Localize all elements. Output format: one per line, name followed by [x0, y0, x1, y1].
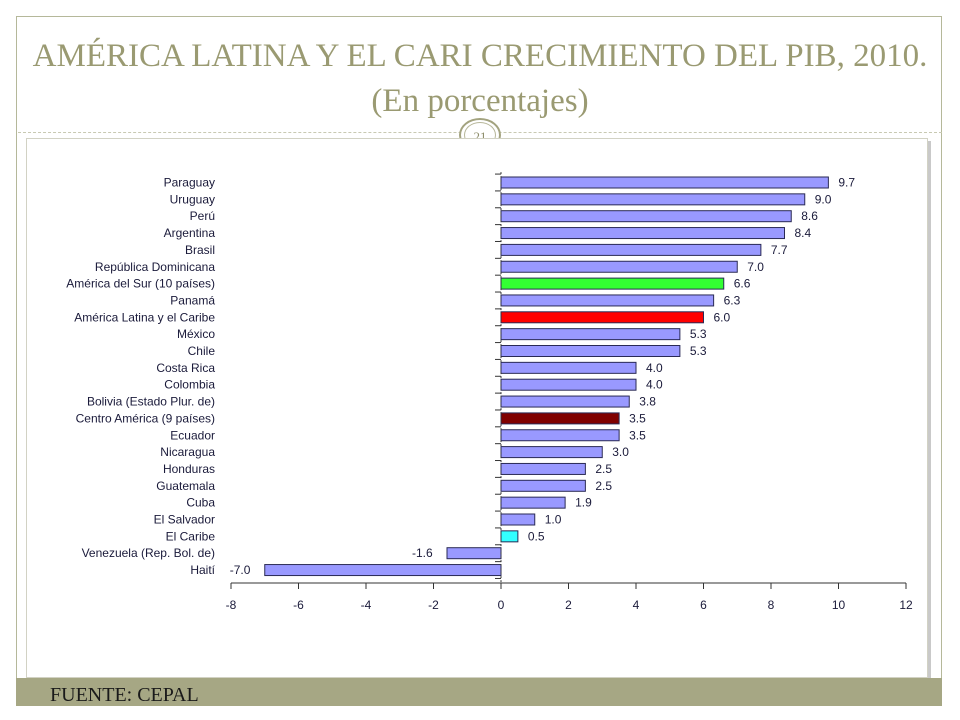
chart-panel: -8 -6 -4 -2 0 2 4 6 8 10 12 Paraguay 9.7 Uruguay 9.0 P…: [26, 138, 928, 678]
bar: [500, 361, 637, 374]
footer-band: [16, 678, 942, 706]
x-tick-label: -8: [226, 598, 237, 612]
category-label: Honduras: [163, 462, 215, 476]
category-label: América Latina y el Caribe: [74, 310, 215, 324]
bar: [500, 227, 785, 240]
category-label: Costa Rica: [156, 361, 215, 375]
bar: [500, 328, 681, 341]
x-tick-label: 8: [768, 598, 775, 612]
value-label: 7.7: [771, 243, 788, 257]
bar: [500, 412, 620, 425]
bar: [500, 243, 762, 256]
source-note: FUENTE: CEPAL: [50, 684, 199, 706]
bar: [500, 210, 792, 223]
value-label: 5.3: [690, 327, 707, 341]
x-tick-label: 12: [899, 598, 913, 612]
x-tick-label: -4: [361, 598, 372, 612]
category-label: América del Sur (10 países): [66, 277, 215, 291]
value-label: 6.3: [724, 293, 741, 307]
x-tick-label: 4: [633, 598, 640, 612]
labels-layer: Paraguay 9.7 Uruguay 9.0 Perú 8.6 Argentina 8.4…: [66, 176, 855, 578]
category-label: Nicaragua: [160, 445, 215, 459]
value-label: 0.5: [528, 529, 545, 543]
value-label: -7.0: [230, 563, 251, 577]
bar: [500, 193, 806, 206]
category-label: El Salvador: [154, 513, 215, 527]
category-label: El Caribe: [166, 529, 216, 543]
x-tick-label: 10: [832, 598, 846, 612]
bar: [500, 294, 715, 307]
value-label: -1.6: [412, 546, 433, 560]
category-label: Guatemala: [156, 479, 215, 493]
bar: [500, 277, 725, 290]
value-label: 9.7: [838, 176, 855, 190]
value-label: 3.5: [629, 411, 646, 425]
value-label: 9.0: [815, 192, 832, 206]
bar: [500, 496, 566, 509]
value-label: 4.0: [646, 378, 663, 392]
bar: [500, 513, 536, 526]
category-label: República Dominicana: [95, 260, 215, 274]
category-label: México: [177, 327, 215, 341]
x-tick-label: 0: [498, 598, 505, 612]
value-label: 6.6: [734, 277, 751, 291]
slide-title: AMÉRICA LATINA Y EL CARI CRECIMIENTO DEL…: [32, 38, 928, 119]
x-tick-label: 2: [565, 598, 572, 612]
value-label: 5.3: [690, 344, 707, 358]
category-label: Bolivia (Estado Plur. de): [87, 395, 215, 409]
value-label: 2.5: [595, 479, 612, 493]
value-label: 1.9: [575, 496, 592, 510]
value-label: 3.8: [639, 395, 656, 409]
category-label: Chile: [188, 344, 216, 358]
bar: [500, 479, 586, 492]
bar: [500, 429, 620, 442]
value-label: 7.0: [747, 260, 764, 274]
value-label: 3.5: [629, 428, 646, 442]
bar: [500, 462, 586, 475]
category-label: Panamá: [170, 293, 215, 307]
x-tick-label: -6: [293, 598, 304, 612]
category-label: Argentina: [164, 226, 216, 240]
category-label: Ecuador: [170, 428, 215, 442]
category-label: Brasil: [185, 243, 215, 257]
value-label: 6.0: [714, 310, 731, 324]
category-label: Cuba: [186, 496, 215, 510]
value-label: 2.5: [595, 462, 612, 476]
bar: [446, 547, 502, 560]
value-label: 8.4: [795, 226, 812, 240]
bar: [264, 564, 502, 577]
category-label: Perú: [190, 209, 215, 223]
category-label: Centro América (9 países): [76, 411, 215, 425]
category-label: Paraguay: [164, 176, 215, 190]
category-label: Venezuela (Rep. Bol. de): [82, 546, 215, 560]
value-label: 3.0: [612, 445, 629, 459]
category-label: Haití: [190, 563, 215, 577]
x-tick-label: -2: [428, 598, 439, 612]
bar: [500, 446, 603, 459]
bar: [500, 378, 637, 391]
value-label: 4.0: [646, 361, 663, 375]
value-label: 1.0: [545, 513, 562, 527]
category-label: Colombia: [164, 378, 215, 392]
value-label: 8.6: [801, 209, 818, 223]
category-label: Uruguay: [170, 192, 215, 206]
bar: [500, 345, 681, 357]
bar: [500, 530, 519, 543]
bar: [500, 176, 829, 189]
bar: [500, 260, 738, 273]
bar: [500, 395, 630, 408]
x-tick-label: 6: [700, 598, 707, 612]
bar: [500, 311, 704, 324]
axis-layer: -8 -6 -4 -2 0 2 4 6 8 10 12: [226, 172, 913, 612]
